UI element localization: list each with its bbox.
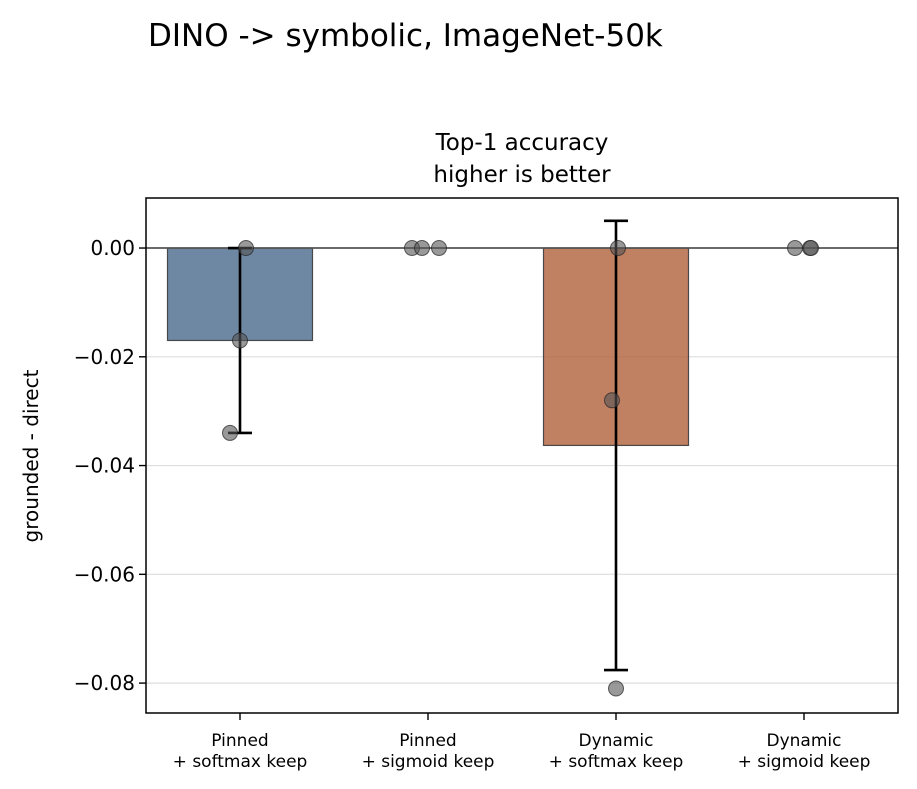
x-tick-label-3-1: + sigmoid keep: [738, 752, 871, 772]
data-point-0-2: [222, 424, 238, 441]
y-tick-label-0: 0.00: [90, 236, 135, 260]
plot-frame: [145, 197, 899, 714]
data-point-3-2: [803, 240, 819, 257]
y-axis-label: grounded - direct: [19, 369, 43, 542]
data-point-2-2: [608, 680, 624, 697]
data-point-3-0: [787, 240, 803, 257]
data-point-1-1: [414, 240, 430, 257]
x-tick-label-0-0: Pinned: [211, 731, 268, 751]
data-point-2-0: [610, 240, 626, 257]
x-tick-label-0-1: + softmax keep: [173, 752, 308, 772]
gridlines: [146, 356, 898, 684]
x-tick-label-2-0: Dynamic: [579, 731, 654, 751]
x-tick-label-1-1: + sigmoid keep: [362, 752, 495, 772]
bars: [166, 247, 690, 447]
x-tick-label-1-0: Pinned: [399, 731, 456, 751]
data-point-0-0: [238, 240, 254, 257]
y-tick-label-2: −0.04: [74, 454, 135, 478]
y-ticks: 0.00 −0.02 −0.04 −0.06 −0.08: [74, 236, 146, 695]
data-point-2-1: [604, 392, 620, 409]
x-tick-label-2-1: + softmax keep: [549, 752, 684, 772]
data-point-1-2: [431, 240, 447, 257]
x-tick-label-3-0: Dynamic: [767, 731, 842, 751]
y-tick-label-1: −0.02: [74, 345, 135, 369]
y-tick-label-4: −0.08: [74, 671, 135, 695]
data-points: [222, 240, 819, 697]
data-point-0-1: [232, 332, 248, 349]
axes-title-line-2: higher is better: [433, 162, 611, 188]
axes-title-line-1: Top-1 accuracy: [435, 130, 609, 156]
figure-title: DINO -> symbolic, ImageNet-50k: [148, 18, 663, 54]
y-tick-label-3: −0.06: [74, 562, 135, 586]
